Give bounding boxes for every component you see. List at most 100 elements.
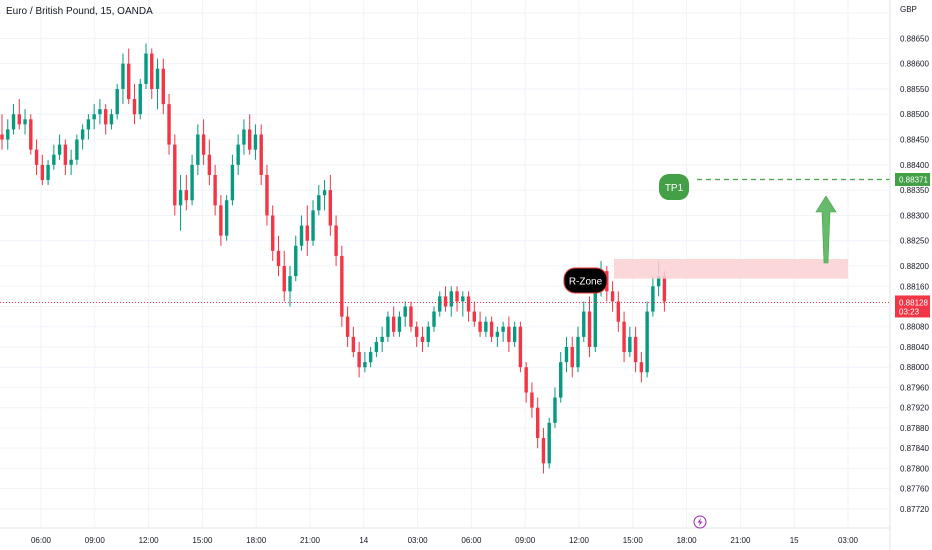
candle-body xyxy=(403,306,407,317)
x-tick-label: 21:00 xyxy=(730,536,751,545)
bar-countdown-text: 03:23 xyxy=(899,307,920,316)
candle-body xyxy=(391,316,396,332)
candle-body xyxy=(518,326,523,368)
y-tick-label: 0.87800 xyxy=(900,464,929,473)
y-tick-label: 0.88550 xyxy=(900,85,929,94)
x-tick-label: 09:00 xyxy=(85,536,106,545)
candle-body xyxy=(121,63,125,89)
y-tick-label: 0.88500 xyxy=(900,110,929,119)
y-tick-label: 0.88650 xyxy=(900,34,929,43)
candle-body xyxy=(127,63,131,100)
y-tick-label: 0.87880 xyxy=(900,424,929,433)
candle-body xyxy=(530,392,534,408)
candle-body xyxy=(593,286,597,347)
candle-body xyxy=(363,362,367,368)
candle-body xyxy=(40,164,45,181)
candle-body xyxy=(420,336,425,342)
candle-body xyxy=(288,276,292,292)
x-tick-label: 15:00 xyxy=(623,536,644,545)
candle-body xyxy=(144,53,148,84)
candle-body xyxy=(559,362,563,398)
candle-body xyxy=(299,225,304,246)
candle-body xyxy=(587,311,592,347)
candle-body xyxy=(29,119,33,150)
candle-body xyxy=(305,225,309,241)
candle-body xyxy=(34,149,39,165)
candle-body xyxy=(380,336,384,342)
candle-body xyxy=(443,296,448,307)
candle-body xyxy=(253,134,258,150)
y-tick-label: 0.88600 xyxy=(900,60,929,69)
candle-body xyxy=(415,326,419,337)
candle-body xyxy=(201,134,206,155)
candle-body xyxy=(173,144,177,206)
candle-body xyxy=(52,154,56,165)
candle-body xyxy=(466,296,471,312)
candle-body xyxy=(46,164,50,181)
tp-price-text: 0.88371 xyxy=(899,176,928,185)
up-arrow-icon xyxy=(815,195,837,264)
y-tick-label: 0.88300 xyxy=(900,211,929,220)
x-tick-label: 03:00 xyxy=(838,536,859,545)
r-zone-label xyxy=(563,267,608,294)
candle-body xyxy=(334,225,338,256)
y-tick-label: 0.88000 xyxy=(900,363,929,372)
candle-body xyxy=(610,291,615,302)
candle-body xyxy=(639,362,644,373)
candle-body xyxy=(489,321,494,337)
y-tick-label: 0.87720 xyxy=(900,505,929,514)
candle-body xyxy=(582,311,586,337)
y-tick-label: 0.88080 xyxy=(900,323,929,332)
candle-body xyxy=(535,407,540,439)
x-tick-label: 12:00 xyxy=(569,536,590,545)
candle-body xyxy=(0,134,4,140)
resistance-zone xyxy=(614,258,848,279)
candle-body xyxy=(247,129,252,150)
x-tick-label: 14 xyxy=(359,536,368,545)
candle-body xyxy=(230,164,235,201)
candle-body xyxy=(495,331,500,337)
y-tick-label: 0.88400 xyxy=(900,161,929,170)
tp-price-badge xyxy=(895,173,930,187)
candle-body xyxy=(432,311,436,327)
r-zone-label-text: R-Zone xyxy=(569,277,603,288)
candle-body xyxy=(651,286,655,312)
y-tick-label: 0.88200 xyxy=(900,262,929,271)
candle-body xyxy=(259,134,263,175)
candle-body xyxy=(282,266,286,292)
y-tick-label: 0.88350 xyxy=(900,186,929,195)
candle-body xyxy=(524,367,528,393)
candle-body xyxy=(115,88,119,115)
candle-body xyxy=(109,114,114,125)
candle-body xyxy=(461,296,465,302)
candle-body xyxy=(541,438,546,464)
candle-body xyxy=(6,129,10,140)
y-tick-label: 0.87840 xyxy=(900,444,929,453)
candle-body xyxy=(397,316,402,332)
candle-body xyxy=(17,114,21,125)
candle-body xyxy=(86,119,91,130)
candle-body xyxy=(455,291,459,302)
candle-body xyxy=(69,159,73,165)
candle-body xyxy=(576,336,580,368)
y-tick-label: 0.88040 xyxy=(900,343,929,352)
candle-body xyxy=(138,83,142,115)
candle-body xyxy=(656,276,661,287)
tp-label-text: TP1 xyxy=(665,183,684,194)
candle-body xyxy=(132,99,137,115)
candle-body xyxy=(328,190,333,226)
candle-body xyxy=(236,144,240,165)
candle-body xyxy=(478,321,482,332)
candle-body xyxy=(311,210,315,241)
candle-body xyxy=(472,311,477,322)
y-tick-label: 0.87960 xyxy=(900,383,929,392)
candle-body xyxy=(98,109,102,115)
x-tick-label: 09:00 xyxy=(515,536,536,545)
y-tick-label: 0.87920 xyxy=(900,404,929,413)
candle-body xyxy=(219,205,223,236)
candle-body xyxy=(547,422,551,464)
y-tick-label: 0.87760 xyxy=(900,485,929,494)
y-tick-label: 0.88160 xyxy=(900,282,929,291)
